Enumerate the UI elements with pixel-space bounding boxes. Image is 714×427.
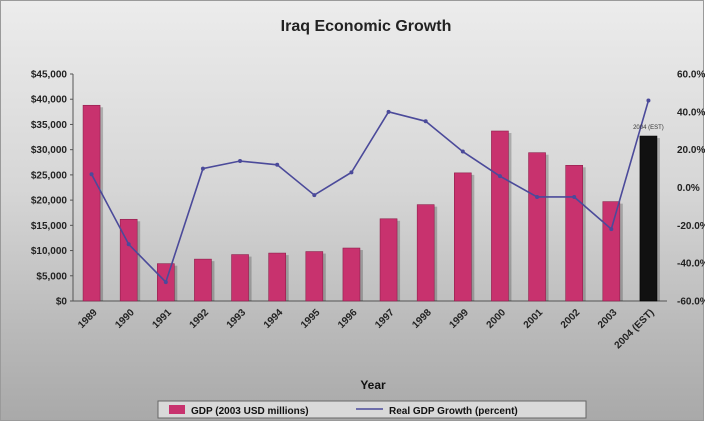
x-tick-label: 1990 — [113, 307, 137, 331]
x-tick-label: 1999 — [447, 307, 471, 331]
growth-point — [89, 172, 94, 177]
growth-point — [609, 227, 614, 232]
x-axis-title: Year — [360, 378, 386, 392]
gdp-bar — [528, 152, 546, 302]
gdp-bar — [82, 104, 101, 302]
y-tick-label-left: $0 — [56, 297, 68, 308]
growth-point — [200, 166, 205, 171]
y-tick-label-left: $10,000 — [31, 246, 68, 257]
y-tick-label-left: $40,000 — [31, 95, 68, 106]
y-tick-label-right: -60.0% — [677, 297, 705, 308]
y-tick-label-left: $15,000 — [31, 221, 68, 232]
legend: GDP (2003 USD millions) Real GDP Growth … — [157, 400, 587, 419]
growth-point — [386, 109, 391, 114]
x-tick-label: 1992 — [188, 307, 212, 331]
gdp-bar — [491, 130, 509, 302]
growth-point — [349, 170, 354, 175]
y-tick-label-left: $20,000 — [31, 196, 68, 207]
gdp-bar — [602, 201, 621, 302]
y-tick-label-left: $5,000 — [36, 271, 67, 282]
gdp-bar — [379, 218, 398, 302]
gdp-bar — [231, 254, 249, 302]
y-tick-label-left: $35,000 — [31, 120, 68, 131]
gdp-bar — [268, 252, 286, 302]
growth-point — [126, 242, 131, 247]
chart-frame: Iraq Economic Growth $0 $5,000 $10,000 $15,… — [0, 0, 705, 421]
bar-annotation: 2004 (EST) — [633, 125, 664, 131]
growth-point — [646, 98, 651, 103]
x-tick-label: 2003 — [596, 307, 620, 331]
gdp-bar — [194, 258, 212, 302]
growth-point — [275, 162, 280, 167]
y-tick-label-right: 0.0% — [677, 183, 700, 194]
x-tick-label: 1997 — [373, 307, 397, 331]
gdp-bar — [305, 251, 324, 302]
x-tick-label: 1993 — [225, 307, 249, 331]
gdp-bar — [416, 204, 435, 302]
legend-gdp-swatch — [169, 405, 185, 414]
growth-point — [497, 174, 502, 179]
y-tick-label-right: 20.0% — [677, 145, 705, 156]
gdp-bar — [119, 218, 138, 302]
y-tick-label-left: $25,000 — [31, 170, 68, 181]
x-tick-label: 1989 — [76, 307, 100, 331]
growth-point — [535, 194, 540, 199]
growth-point — [312, 193, 317, 198]
growth-point — [238, 159, 243, 164]
plot-area: $0 $5,000 $10,000 $15,000 $20,000 $25,000 $30,… — [31, 70, 705, 352]
growth-point — [163, 280, 168, 285]
x-tick-label: 2002 — [559, 307, 583, 331]
iraq-economic-growth-chart: Iraq Economic Growth $0 $5,000 $10,000 $15,… — [31, 18, 705, 419]
x-tick-label: 1996 — [336, 307, 360, 331]
growth-line — [90, 100, 650, 284]
y-tick-label-right: 40.0% — [677, 107, 705, 118]
legend-gdp-label: GDP (2003 USD millions) — [191, 406, 309, 417]
x-tick-label: 2001 — [522, 307, 546, 331]
gdp-bar — [639, 135, 658, 302]
growth-point — [423, 119, 428, 124]
gdp-bar — [454, 172, 472, 302]
growth-point — [572, 194, 577, 199]
chart-title: Iraq Economic Growth — [281, 18, 452, 35]
legend-growth-label: Real GDP Growth (percent) — [389, 406, 518, 417]
gdp-bar — [342, 247, 361, 302]
x-tick-label: 1998 — [410, 307, 434, 331]
y-tick-label-right: -20.0% — [677, 221, 705, 232]
y-tick-label-left: $30,000 — [31, 145, 68, 156]
growth-point — [460, 149, 465, 154]
y-tick-label-right: 60.0% — [677, 70, 705, 81]
y-tick-label-left: $45,000 — [31, 70, 68, 81]
gdp-bar — [565, 165, 583, 302]
x-tick-label: 2004 (EST) — [613, 307, 657, 351]
x-tick-label: 1991 — [150, 307, 174, 331]
x-tick-label: 1995 — [299, 307, 323, 331]
x-tick-label: 1994 — [262, 307, 286, 331]
y-tick-label-right: -40.0% — [677, 259, 705, 270]
x-tick-label: 2000 — [485, 307, 509, 331]
